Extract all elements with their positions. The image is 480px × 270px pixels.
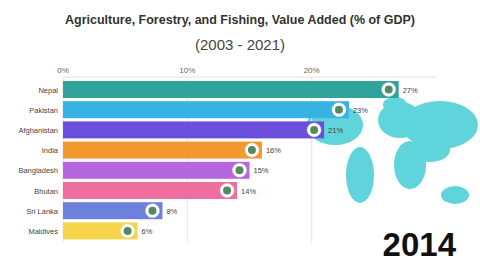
- bars: [63, 81, 399, 239]
- flag-icon-center: [223, 187, 231, 195]
- tick-label: 20%: [304, 66, 320, 75]
- subtitle: (2003 - 2021): [195, 36, 285, 53]
- map-land: [410, 138, 450, 162]
- map-land: [346, 147, 374, 203]
- flag-icon: [245, 143, 259, 157]
- flag-icon: [145, 204, 159, 218]
- bar: [63, 101, 349, 118]
- bar: [63, 142, 262, 159]
- map-land: [441, 186, 469, 204]
- category-label: Afghanistan: [18, 126, 58, 135]
- bar: [63, 222, 138, 239]
- flag-icon-center: [385, 86, 393, 94]
- bar: [63, 81, 399, 98]
- data-label: 23%: [353, 106, 368, 115]
- flag-icon: [332, 103, 346, 117]
- tick-label: 0%: [57, 66, 69, 75]
- flag-icon: [220, 184, 234, 198]
- bar: [63, 121, 324, 138]
- flag-icon: [233, 163, 247, 177]
- annotation: 2014: [383, 226, 457, 263]
- data-label: 21%: [328, 126, 343, 135]
- bar: [63, 182, 237, 199]
- bar: [63, 162, 250, 179]
- map-land: [383, 97, 407, 113]
- title: Agriculture, Forestry, and Fishing, Valu…: [65, 13, 415, 27]
- background: [0, 0, 480, 270]
- flag-icon: [307, 123, 321, 137]
- data-label: 15%: [254, 166, 269, 175]
- tick-label: 10%: [179, 66, 195, 75]
- bar: [63, 202, 162, 219]
- category-label: Sri Lanka: [26, 207, 59, 216]
- flag-icon-center: [310, 126, 318, 134]
- flag-icon: [121, 224, 135, 238]
- page: {"chart_data": {"type": "bar", "orientat…: [0, 0, 480, 270]
- world-map: [307, 97, 478, 204]
- labels: Nepal 27% Pakistan 23% Afghanistan 21% India 16…: [18, 86, 418, 236]
- data-label: 8%: [166, 207, 177, 216]
- category-label: India: [42, 146, 59, 155]
- flag-icon-center: [124, 227, 132, 235]
- data-label: 6%: [142, 227, 153, 236]
- flag-icon-center: [248, 146, 256, 154]
- flag-icon-center: [335, 106, 343, 114]
- flag-icon-center: [236, 166, 244, 174]
- category-label: Bhutan: [34, 187, 58, 196]
- category-label: Nepal: [38, 86, 58, 95]
- data-label: 27%: [403, 86, 418, 95]
- flag-icon: [382, 83, 396, 97]
- chart: Agriculture, Forestry, and Fishing, Valu…: [0, 0, 480, 270]
- data-label: 16%: [266, 146, 281, 155]
- category-label: Maldives: [28, 227, 58, 236]
- category-label: Bangladesh: [18, 166, 58, 175]
- category-label: Pakistan: [29, 106, 58, 115]
- flag-icon-center: [148, 207, 156, 215]
- x-axis-line: [63, 77, 436, 78]
- data-label: 14%: [241, 187, 256, 196]
